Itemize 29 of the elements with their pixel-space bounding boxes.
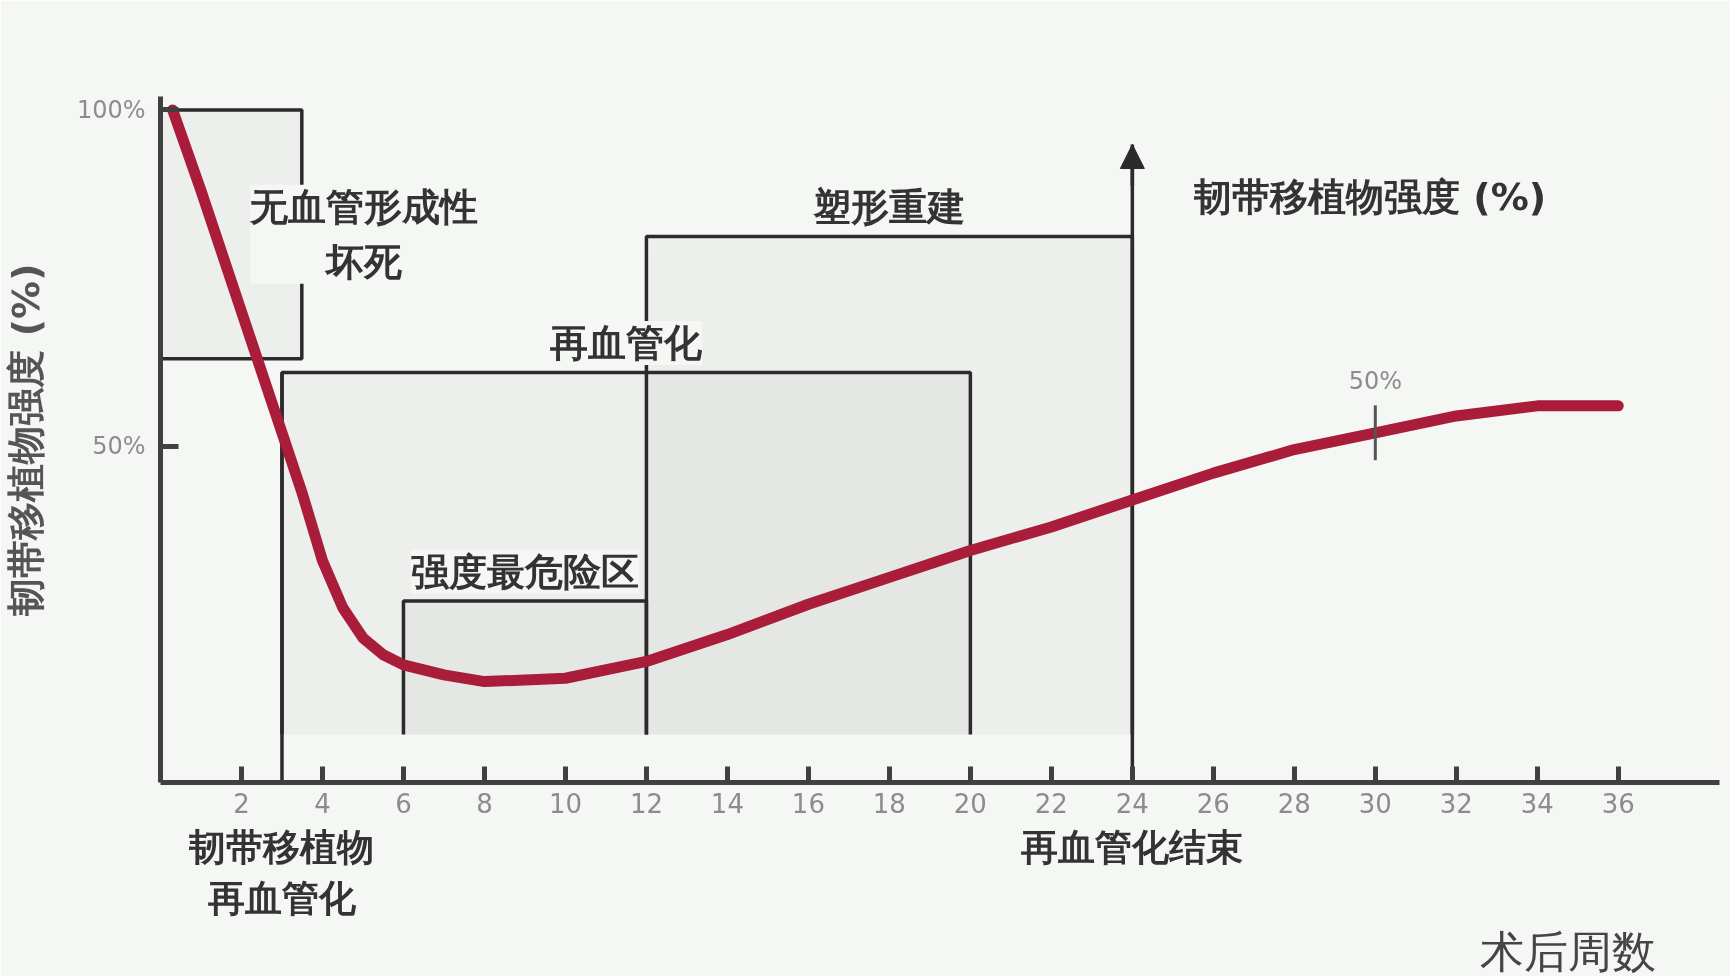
x-tick-label: 14 <box>710 788 744 819</box>
x-tick-label: 16 <box>791 788 825 819</box>
x-tick-label: 34 <box>1520 788 1554 819</box>
x-tick-label: 2 <box>233 788 250 819</box>
annotation: 50% <box>1348 367 1402 396</box>
x-tick-label: 22 <box>1034 788 1068 819</box>
band-label: 强度最危险区 <box>410 549 639 594</box>
x-axis-title: 术后周数 <box>1479 925 1656 976</box>
text: 韧带移植物强度 (%) <box>3 263 48 617</box>
ref-line-label: 再血管化结束 <box>1020 825 1244 869</box>
x-tick-label: 28 <box>1277 788 1311 819</box>
x-tick-label: 4 <box>314 788 331 819</box>
x-tick-label: 12 <box>629 788 663 819</box>
x-tick-label: 24 <box>1115 788 1149 819</box>
x-tick-label: 36 <box>1601 788 1635 819</box>
ref-line-label: 韧带移植物再血管化 <box>188 825 375 921</box>
band-label: 再血管化 <box>549 320 704 365</box>
x-tick-label: 6 <box>395 788 412 819</box>
band-label: 塑形重建 <box>812 185 966 230</box>
y-axis-title: 韧带移植物强度 (%) <box>1193 175 1547 220</box>
x-tick-label: 32 <box>1439 788 1473 819</box>
y-tick-label: 100% <box>76 95 146 124</box>
x-tick-label: 20 <box>953 788 987 819</box>
x-tick-label: 10 <box>548 788 582 819</box>
x-tick-label: 26 <box>1196 788 1230 819</box>
x-tick-label: 18 <box>872 788 906 819</box>
x-tick-label: 8 <box>476 788 493 819</box>
band-label: 无血管形成性坏死 <box>249 184 479 284</box>
x-tick-label: 30 <box>1358 788 1392 819</box>
